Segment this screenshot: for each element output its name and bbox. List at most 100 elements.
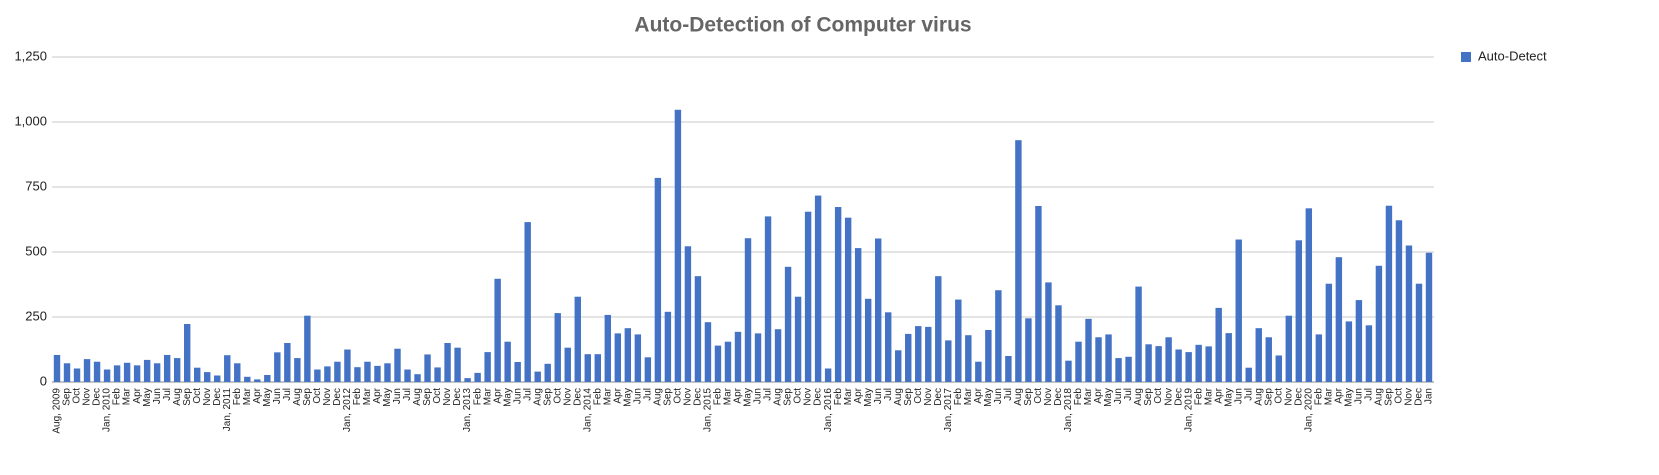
- x-tick-label: Mar: [482, 387, 493, 405]
- x-tick-label: Aug: [773, 388, 784, 406]
- bar: [384, 363, 391, 382]
- y-tick-label: 1,000: [14, 113, 47, 128]
- bar: [143, 359, 151, 382]
- bar: [1225, 333, 1232, 382]
- x-tick-label: Aug: [172, 388, 183, 406]
- bar: [935, 276, 942, 382]
- bar: [354, 367, 361, 382]
- x-tick-label: Jan, 2013: [462, 388, 473, 432]
- x-tick-label: Dec: [933, 388, 944, 406]
- x-tick-label: Sep: [422, 388, 433, 406]
- x-tick-label: Oct: [1394, 388, 1405, 404]
- bar: [925, 326, 932, 382]
- x-tick-label: Feb: [953, 388, 964, 406]
- bar: [804, 211, 812, 382]
- x-tick-label: Feb: [112, 388, 123, 406]
- x-tick-label: Jul: [522, 388, 533, 401]
- bar: [594, 354, 601, 382]
- x-tick-label: Nov: [202, 388, 213, 406]
- y-tick-label: 1,250: [14, 48, 47, 63]
- bar: [1205, 346, 1212, 382]
- bar: [524, 222, 531, 382]
- bar: [194, 367, 201, 382]
- x-tick-label: May: [863, 388, 874, 407]
- bar: [294, 358, 301, 382]
- bar: [304, 315, 311, 382]
- chart-title: Auto-Detection of Computer virus: [634, 14, 971, 37]
- bar: [1055, 305, 1062, 382]
- x-tick-label: Apr: [612, 387, 623, 403]
- bar: [374, 365, 381, 382]
- bar: [1245, 367, 1252, 382]
- x-tick-label: Aug: [412, 388, 423, 406]
- x-tick-label: Jan, 2011: [222, 388, 233, 432]
- bar: [504, 341, 511, 382]
- bar: [854, 248, 862, 382]
- x-tick-label: Sep: [1023, 388, 1034, 406]
- x-tick-label: Jun: [993, 388, 1004, 404]
- x-tick-label: Aug: [1133, 388, 1144, 406]
- bar: [344, 349, 351, 382]
- y-tick-label: 250: [25, 308, 47, 323]
- bar: [133, 365, 141, 382]
- bar: [364, 361, 371, 382]
- x-tick-label: Nov: [1163, 388, 1174, 406]
- bar: [1045, 282, 1052, 382]
- x-tick-label: Jun: [392, 388, 403, 404]
- x-tick-label: Mar: [362, 387, 373, 405]
- x-tick-label: Feb: [1313, 388, 1324, 406]
- bar: [1415, 283, 1423, 382]
- bar: [995, 290, 1002, 382]
- bar: [264, 374, 271, 382]
- bar: [404, 369, 411, 382]
- bar: [634, 334, 642, 382]
- bar: [614, 333, 622, 382]
- bar: [214, 375, 221, 382]
- bar: [1095, 337, 1102, 382]
- x-tick-label: May: [142, 388, 153, 407]
- bar: [394, 348, 401, 382]
- bar: [1395, 220, 1403, 382]
- bar: [1345, 321, 1353, 382]
- x-tick-label: Nov: [322, 388, 333, 406]
- x-tick-label: Oct: [913, 388, 924, 404]
- x-tick-label: Nov: [1283, 388, 1294, 406]
- bar: [1115, 358, 1122, 382]
- bar: [915, 326, 922, 382]
- bar: [434, 367, 441, 382]
- bar: [514, 361, 521, 382]
- bar: [624, 328, 632, 382]
- bar: [183, 324, 191, 382]
- x-tick-label: May: [1103, 388, 1114, 407]
- bar: [1275, 355, 1282, 382]
- bar: [153, 363, 161, 382]
- bar: [1185, 352, 1192, 382]
- bar: [945, 340, 952, 382]
- bar: [1295, 240, 1303, 382]
- bar: [1235, 239, 1242, 382]
- bar: [173, 358, 181, 382]
- legend-label: Auto-Detect: [1478, 48, 1547, 63]
- x-tick-label: Dec: [813, 388, 824, 406]
- bar: [584, 354, 591, 382]
- x-tick-label: Mar: [1203, 387, 1214, 405]
- x-tick-label: Oct: [432, 388, 443, 404]
- legend-swatch: [1461, 52, 1471, 62]
- x-tick-label: Mar: [723, 387, 734, 405]
- x-tick-label: Jun: [632, 388, 643, 404]
- bar: [73, 368, 81, 382]
- x-tick-label: Jul: [402, 388, 413, 401]
- x-tick-label: May: [1223, 388, 1234, 407]
- x-tick-label: Oct: [312, 388, 323, 404]
- x-tick-label: Dec: [693, 388, 704, 406]
- bar: [163, 354, 171, 382]
- bar: [814, 195, 822, 382]
- bar: [744, 238, 752, 382]
- x-tick-label: Feb: [232, 388, 243, 406]
- bar: [1385, 205, 1393, 382]
- bar: [204, 372, 211, 382]
- bar: [824, 368, 832, 382]
- bar: [1285, 315, 1292, 382]
- bar: [1125, 356, 1132, 382]
- x-tick-label: Apr: [733, 387, 744, 403]
